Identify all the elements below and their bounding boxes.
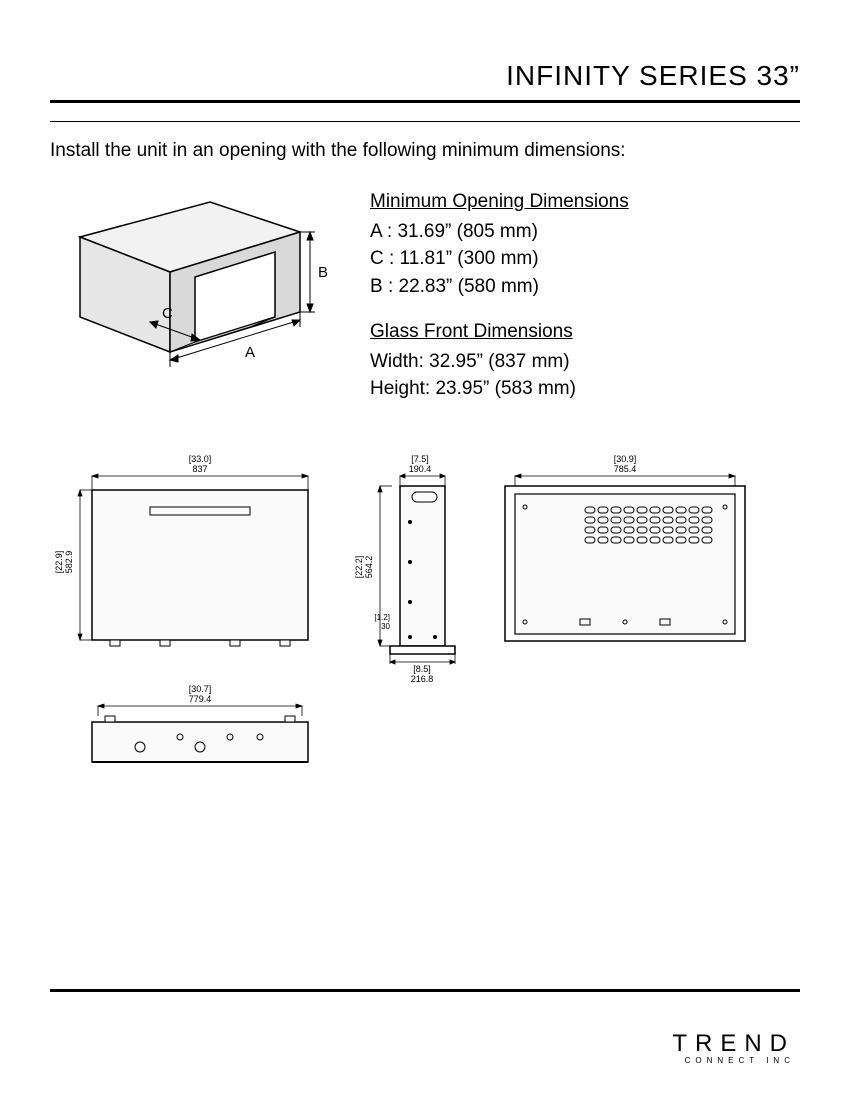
svg-text:[22.2]: [22.2] bbox=[354, 556, 364, 579]
orthographic-views: [33.0] 837 [22.9] bbox=[50, 452, 800, 772]
top-view: [30.7] 779.4 bbox=[50, 682, 330, 772]
svg-text:[8.5]: [8.5] bbox=[413, 664, 431, 674]
min-opening-heading: Minimum Opening Dimensions bbox=[370, 188, 629, 216]
svg-text:216.8: 216.8 bbox=[411, 674, 434, 684]
divider-bottom bbox=[50, 989, 800, 992]
svg-text:[7.5]: [7.5] bbox=[411, 454, 429, 464]
dim-b: B : 22.83” (580 mm) bbox=[370, 273, 629, 301]
divider-top bbox=[50, 100, 800, 103]
svg-text:[30.7]: [30.7] bbox=[189, 684, 212, 694]
svg-text:[33.0]: [33.0] bbox=[189, 454, 212, 464]
divider-thin bbox=[50, 121, 800, 122]
glass-width: Width: 32.95” (837 mm) bbox=[370, 348, 629, 376]
dimensions-text: Minimum Opening Dimensions A : 31.69” (8… bbox=[370, 182, 629, 412]
iso-label-b: B bbox=[318, 264, 328, 281]
side-view: [7.5] 190.4 [22.2] 564.2 bbox=[350, 452, 470, 687]
svg-text:582.9: 582.9 bbox=[64, 551, 74, 574]
dim-a: A : 31.69” (805 mm) bbox=[370, 218, 629, 246]
iso-label-a: A bbox=[245, 344, 255, 361]
svg-text:[1.2]: [1.2] bbox=[374, 613, 390, 622]
svg-text:564.2: 564.2 bbox=[364, 556, 374, 579]
svg-text:[30.9]: [30.9] bbox=[614, 454, 637, 464]
brand-main: TREND bbox=[672, 1030, 795, 1058]
svg-text:837: 837 bbox=[192, 464, 207, 474]
page-title: INFINITY SERIES 33” bbox=[50, 60, 800, 92]
glass-front-heading: Glass Front Dimensions bbox=[370, 318, 629, 346]
intro-text: Install the unit in an opening with the … bbox=[50, 140, 800, 162]
isometric-drawing: A B C bbox=[50, 182, 340, 412]
svg-text:190.4: 190.4 bbox=[409, 464, 432, 474]
brand-logo: TREND CONNECT INC bbox=[672, 1030, 795, 1065]
front-view: [33.0] 837 [22.9] bbox=[50, 452, 330, 662]
iso-label-c: C bbox=[162, 305, 173, 322]
svg-text:30: 30 bbox=[381, 622, 390, 631]
svg-text:[22.9]: [22.9] bbox=[54, 551, 64, 574]
svg-text:779.4: 779.4 bbox=[189, 694, 212, 704]
dim-c: C : 11.81” (300 mm) bbox=[370, 245, 629, 273]
rear-view: [30.9] 785.4 bbox=[490, 452, 760, 652]
brand-sub: CONNECT INC bbox=[672, 1056, 795, 1065]
svg-text:785.4: 785.4 bbox=[614, 464, 637, 474]
glass-height: Height: 23.95” (583 mm) bbox=[370, 375, 629, 403]
